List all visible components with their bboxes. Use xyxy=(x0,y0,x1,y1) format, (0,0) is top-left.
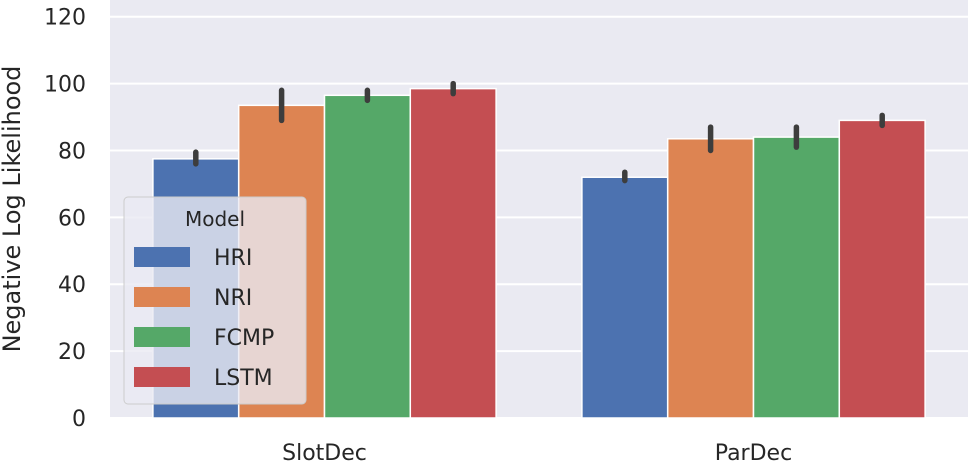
legend-swatch-fcmp xyxy=(134,327,190,347)
legend-label: HRI xyxy=(214,246,252,271)
legend-swatch-hri xyxy=(134,247,190,267)
y-tick-label: 60 xyxy=(58,206,86,231)
y-ticks: 0 20 40 60 80 100 120 xyxy=(44,6,86,432)
error-bars xyxy=(193,80,885,184)
x-tick-label: SlotDec xyxy=(282,441,367,466)
bar-lstm-pardec xyxy=(838,119,926,419)
y-tick-label: 40 xyxy=(58,273,86,298)
bar-fcmp-slotdec xyxy=(323,94,412,419)
y-axis-label: Negative Log Likelihood xyxy=(0,66,26,353)
legend-title: Model xyxy=(185,207,245,231)
y-tick-label: 100 xyxy=(44,73,86,98)
x-tick-label: ParDec xyxy=(715,441,792,466)
y-tick-label: 120 xyxy=(44,6,86,31)
x-ticks: SlotDec ParDec xyxy=(282,441,792,466)
legend-swatch-lstm xyxy=(134,367,190,387)
bar-fcmp-pardec xyxy=(752,136,841,419)
legend-label: LSTM xyxy=(214,366,273,391)
y-tick-label: 80 xyxy=(58,139,86,164)
bar-hri-pardec xyxy=(581,176,669,419)
legend: Model HRI NRI FCMP LSTM xyxy=(123,196,307,405)
legend-swatch-nri xyxy=(134,287,190,307)
bar-nri-pardec xyxy=(666,138,755,419)
y-tick-label: 20 xyxy=(58,340,86,365)
legend-label: FCMP xyxy=(214,326,274,351)
bar-lstm-slotdec xyxy=(409,87,497,419)
y-tick-label: 0 xyxy=(72,407,86,432)
legend-items: HRI NRI FCMP LSTM xyxy=(134,246,274,391)
legend-label: NRI xyxy=(214,286,252,311)
